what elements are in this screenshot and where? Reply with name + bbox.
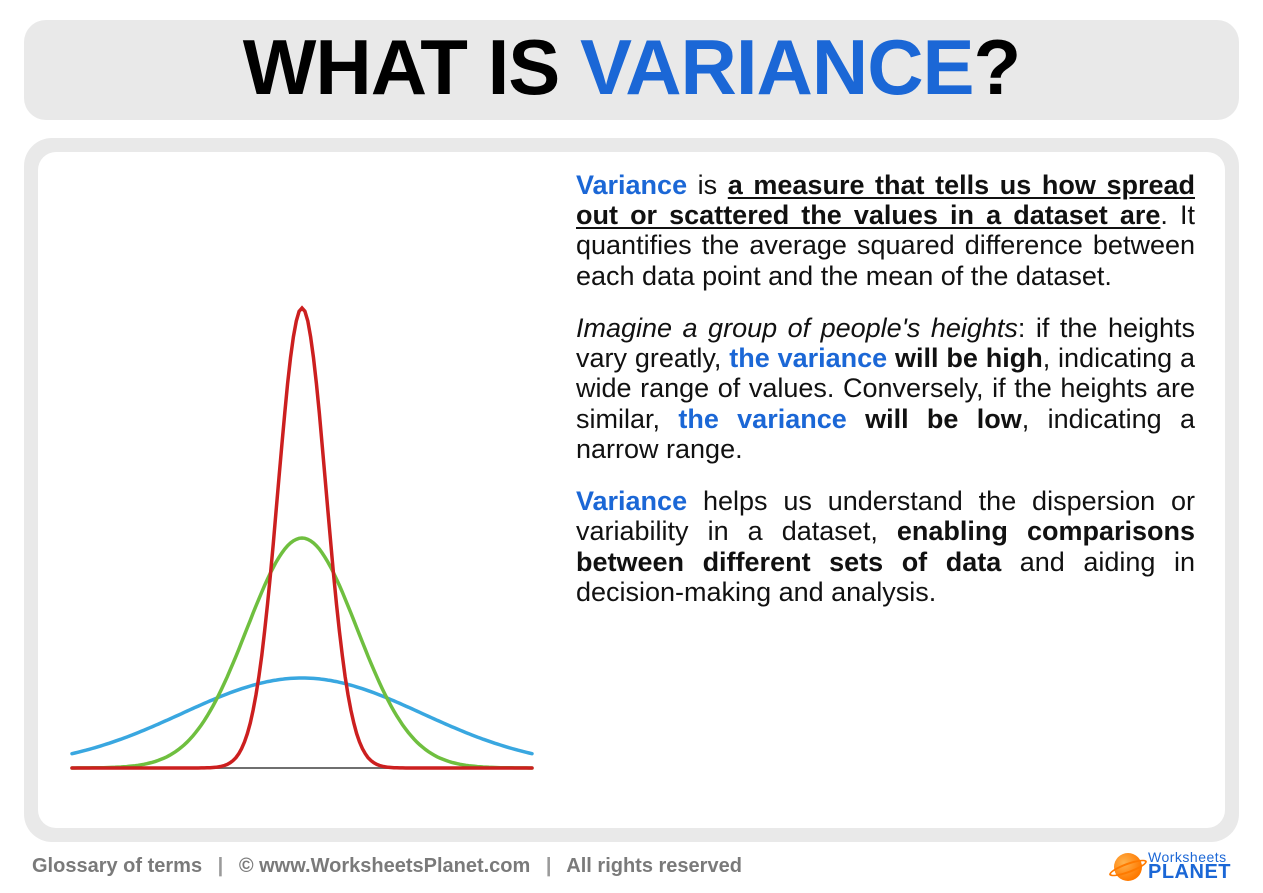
brand-text-bottom: PLANET	[1148, 864, 1231, 881]
keyword-variance: Variance	[576, 170, 687, 200]
curve-mid-variance	[72, 538, 532, 768]
footer-glossary: Glossary of terms	[32, 855, 202, 877]
curve-high-variance	[72, 678, 532, 754]
p2-bold-low: will be low	[847, 404, 1022, 434]
title-suffix: ?	[974, 23, 1021, 111]
keyword-variance: the variance	[729, 343, 887, 373]
p2-bold-high: will be high	[887, 343, 1043, 373]
planet-icon	[1114, 853, 1142, 881]
definition-paragraph-2: Imagine a group of people's heights: if …	[576, 313, 1195, 464]
p1-a: is	[687, 170, 728, 200]
keyword-variance: Variance	[576, 486, 687, 516]
page-footer: Glossary of terms | © www.WorksheetsPlan…	[24, 848, 1239, 881]
chart-column	[52, 166, 552, 808]
footer-separator: |	[218, 855, 224, 877]
definition-paragraph-1: Variance is a measure that tells us how …	[576, 170, 1195, 291]
title-prefix: WHAT IS	[243, 23, 580, 111]
footer-credits: Glossary of terms | © www.WorksheetsPlan…	[32, 855, 742, 878]
definition-column: Variance is a measure that tells us how …	[576, 166, 1195, 808]
brand-text: Worksheets PLANET	[1148, 852, 1231, 881]
definition-paragraph-3: Variance helps us understand the dispers…	[576, 486, 1195, 607]
keyword-variance: the variance	[678, 404, 846, 434]
title-bar: WHAT IS VARIANCE?	[24, 20, 1239, 120]
content-card-inner: Variance is a measure that tells us how …	[38, 152, 1225, 828]
footer-separator: |	[546, 855, 552, 877]
p2-italic-lead: Imagine a group of people's heights	[576, 313, 1018, 343]
variance-bell-curves-chart	[52, 248, 552, 808]
title-keyword: VARIANCE	[580, 23, 974, 111]
page-title: WHAT IS VARIANCE?	[54, 28, 1209, 106]
footer-rights: All rights reserved	[566, 855, 742, 877]
content-card-outer: Variance is a measure that tells us how …	[24, 138, 1239, 842]
footer-copyright: © www.WorksheetsPlanet.com	[239, 855, 530, 877]
brand-logo: Worksheets PLANET	[1114, 852, 1231, 881]
